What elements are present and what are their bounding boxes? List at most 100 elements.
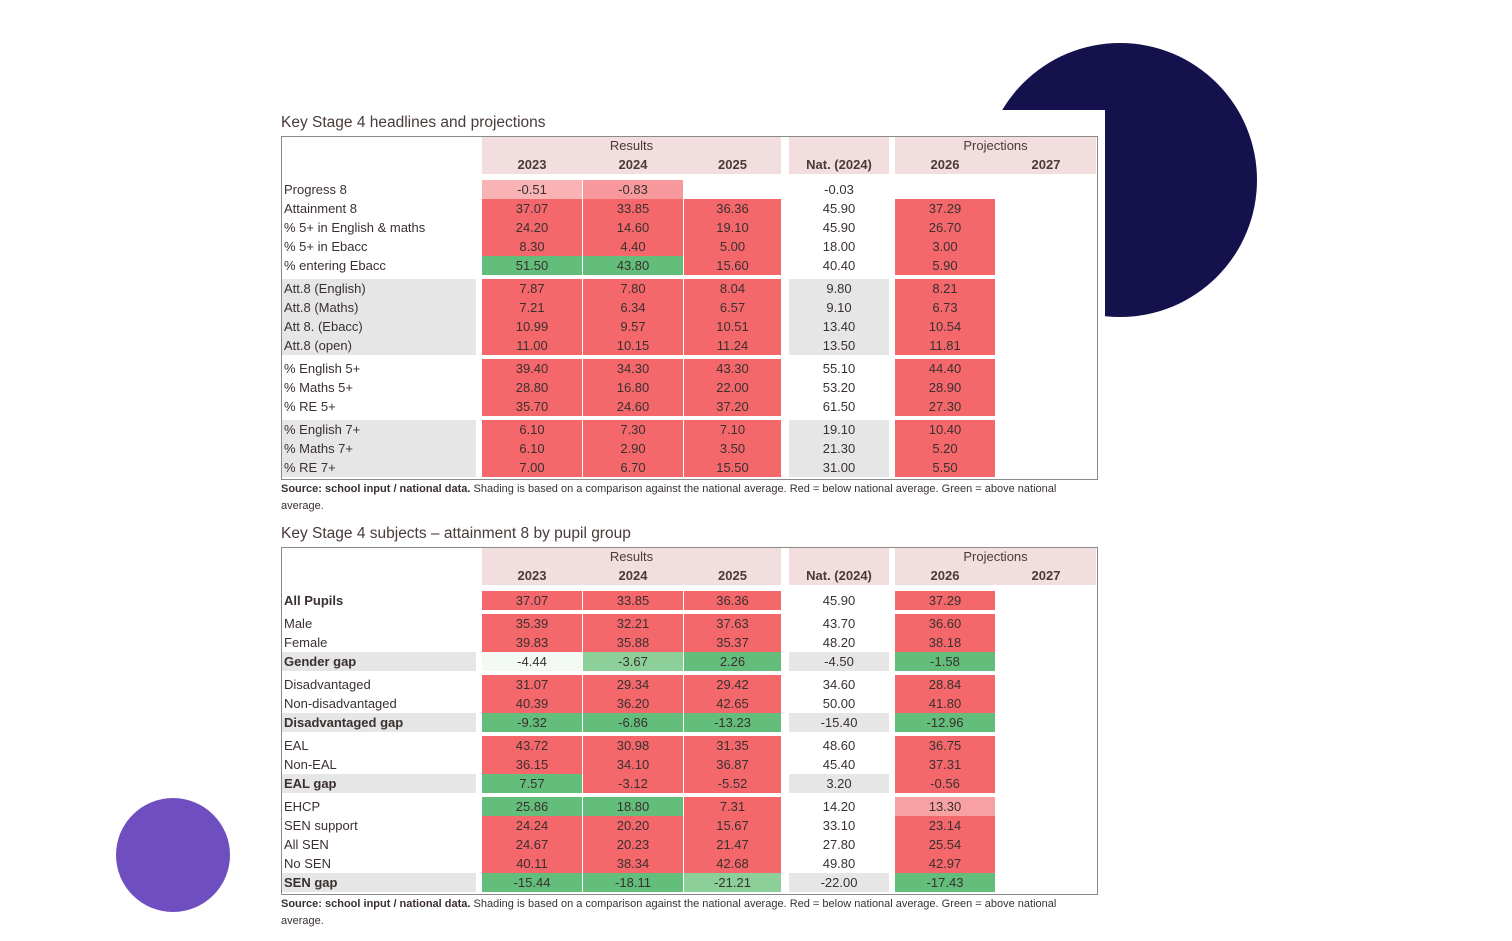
row-label: % English 7+ xyxy=(282,420,476,439)
header-bg xyxy=(789,548,889,585)
row-label: Attainment 8 xyxy=(284,201,357,216)
value-cell: -3.12 xyxy=(583,774,683,793)
row-label: Att 8. (Ebacc) xyxy=(282,317,476,336)
value-cell: 41.80 xyxy=(895,694,995,713)
value-cell: 43.30 xyxy=(684,359,781,378)
header-bg xyxy=(789,137,889,174)
value-cell: 11.00 xyxy=(482,336,582,355)
row-label: No SEN xyxy=(284,856,331,871)
value-cell: 3.20 xyxy=(789,774,889,793)
value-cell: 32.21 xyxy=(583,614,683,633)
value-cell: 29.42 xyxy=(684,675,781,694)
value-cell: 15.67 xyxy=(684,816,781,835)
value-cell: 45.40 xyxy=(822,757,856,772)
value-cell: 6.34 xyxy=(583,298,683,317)
row-label: Male xyxy=(284,616,313,631)
value-cell: 24.60 xyxy=(583,397,683,416)
table-note: Source: school input / national data. Sh… xyxy=(281,481,1081,515)
value-cell: 39.40 xyxy=(482,359,582,378)
value-cell: 25.54 xyxy=(895,835,995,854)
value-cell: 36.60 xyxy=(895,614,995,633)
value-cell: 5.90 xyxy=(895,256,995,275)
value-cell: 29.34 xyxy=(583,675,683,694)
value-cell: 7.87 xyxy=(482,279,582,298)
value-cell: 35.37 xyxy=(684,633,781,652)
value-cell: 13.30 xyxy=(895,797,995,816)
value-cell: 35.70 xyxy=(482,397,582,416)
value-cell: 3.00 xyxy=(895,237,995,256)
value-cell: 21.47 xyxy=(684,835,781,854)
header-bg xyxy=(482,548,781,585)
value-cell: 36.20 xyxy=(583,694,683,713)
table-note: Source: school input / national data. Sh… xyxy=(281,896,1081,930)
value-cell: -9.32 xyxy=(482,713,582,732)
value-cell: 21.30 xyxy=(789,439,889,458)
value-cell: 19.10 xyxy=(789,420,889,439)
value-cell: 36.87 xyxy=(684,755,781,774)
value-cell: 5.50 xyxy=(895,458,995,477)
header-results: Results xyxy=(609,138,654,153)
value-cell: 18.00 xyxy=(822,239,856,254)
value-cell: -4.50 xyxy=(789,652,889,671)
row-label: % entering Ebacc xyxy=(284,258,386,273)
value-cell: 9.10 xyxy=(789,298,889,317)
column-header: 2026 xyxy=(930,568,960,583)
value-cell: 42.97 xyxy=(895,854,995,873)
value-cell: -15.44 xyxy=(482,873,582,892)
value-cell: -18.11 xyxy=(583,873,683,892)
value-cell: 23.14 xyxy=(895,816,995,835)
value-cell: -4.44 xyxy=(482,652,582,671)
value-cell: -21.21 xyxy=(684,873,781,892)
value-cell: 28.84 xyxy=(895,675,995,694)
row-label: Progress 8 xyxy=(284,182,347,197)
value-cell: 37.63 xyxy=(684,614,781,633)
value-cell: 20.20 xyxy=(583,816,683,835)
value-cell: 37.20 xyxy=(684,397,781,416)
value-cell: 8.04 xyxy=(684,279,781,298)
value-cell: 14.20 xyxy=(822,799,856,814)
value-cell: -0.83 xyxy=(583,180,683,199)
column-header: Nat. (2024) xyxy=(806,568,872,583)
value-cell: 24.67 xyxy=(482,835,582,854)
value-cell: -17.43 xyxy=(895,873,995,892)
value-cell: -6.86 xyxy=(583,713,683,732)
value-cell: 36.15 xyxy=(482,755,582,774)
value-cell: -12.96 xyxy=(895,713,995,732)
row-label: % Maths 5+ xyxy=(284,380,354,395)
note-text: Shading is based on a comparison against… xyxy=(281,898,1057,927)
column-header: 2027 xyxy=(1031,157,1061,172)
value-cell: 34.60 xyxy=(822,677,856,692)
value-cell: 9.80 xyxy=(789,279,889,298)
header-projections: Projections xyxy=(963,549,1028,564)
row-label: % 5+ in Ebacc xyxy=(284,239,368,254)
value-cell: 8.21 xyxy=(895,279,995,298)
value-cell: 28.80 xyxy=(482,378,582,397)
row-label: Non-EAL xyxy=(284,757,337,772)
value-cell: 24.24 xyxy=(482,816,582,835)
value-cell: -15.40 xyxy=(789,713,889,732)
value-cell: 24.20 xyxy=(482,218,582,237)
value-cell: 7.30 xyxy=(583,420,683,439)
value-cell: 35.39 xyxy=(482,614,582,633)
value-cell: 37.07 xyxy=(482,591,582,610)
value-cell: 61.50 xyxy=(822,399,856,414)
header-projections: Projections xyxy=(963,138,1028,153)
note-lead: Source: school input / national data. xyxy=(281,483,471,495)
value-cell: 50.00 xyxy=(822,696,856,711)
value-cell: 19.10 xyxy=(684,218,781,237)
value-cell: 42.68 xyxy=(684,854,781,873)
value-cell: -13.23 xyxy=(684,713,781,732)
value-cell: 55.10 xyxy=(822,361,856,376)
column-header: 2023 xyxy=(517,157,547,172)
value-cell: 48.60 xyxy=(822,738,856,753)
value-cell: 43.70 xyxy=(822,616,856,631)
value-cell: 10.54 xyxy=(895,317,995,336)
value-cell: 37.29 xyxy=(895,199,995,218)
column-header: 2024 xyxy=(618,157,648,172)
value-cell: 38.34 xyxy=(583,854,683,873)
value-cell: -3.67 xyxy=(583,652,683,671)
value-cell: 14.60 xyxy=(583,218,683,237)
header-bg xyxy=(895,137,1096,174)
value-cell: 13.40 xyxy=(789,317,889,336)
